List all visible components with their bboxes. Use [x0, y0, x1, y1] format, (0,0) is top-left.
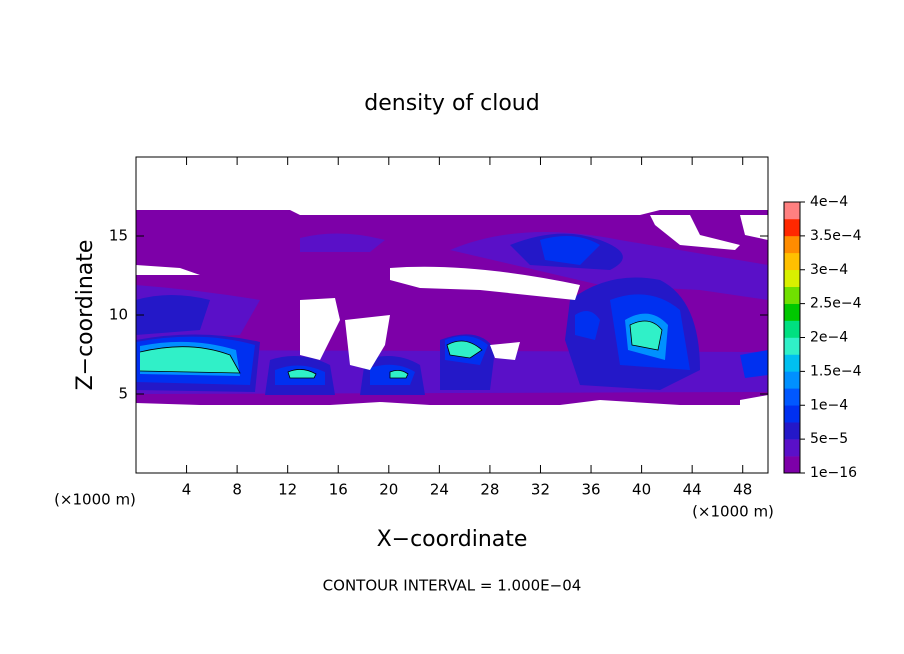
x-tick-label: 28: [480, 481, 499, 499]
colorbar-tick-label: 2.5e−4: [810, 296, 862, 312]
colorbar-band: [784, 269, 800, 287]
x-axis-label: X−coordinate: [377, 527, 528, 552]
colorbar-band: [784, 388, 800, 406]
x-tick-label: 32: [531, 481, 550, 499]
colorbar-band: [784, 202, 800, 220]
y-tick-label: 15: [109, 227, 128, 245]
colorbar-tick-label: 1.5e−4: [810, 363, 862, 379]
colorbar-band: [784, 337, 800, 355]
x-tick-label: 12: [278, 481, 297, 499]
colorbar-band: [784, 218, 800, 237]
x-tick-label: 8: [232, 481, 242, 499]
x-tick-label: 44: [683, 481, 702, 499]
x-tick-label: 4: [182, 481, 192, 499]
x-tick-label: 16: [329, 481, 348, 499]
colorbar-tick-label: 5e−5: [810, 431, 848, 447]
colorbar-tick-label: 1e−4: [810, 397, 848, 413]
footnote: CONTOUR INTERVAL = 1.000E−04: [323, 577, 582, 595]
colorbar-tick-label: 4e−4: [810, 194, 848, 210]
colorbar-band: [784, 439, 800, 457]
x-tick-label: 36: [581, 481, 600, 499]
colorbar-band: [784, 422, 800, 440]
colorbar-band: [784, 456, 800, 474]
colorbar-band: [784, 354, 800, 372]
colorbar-tick-label: 3.5e−4: [810, 228, 862, 244]
colorbar-tick-label: 1e−16: [810, 465, 857, 481]
y-tick-label: 5: [118, 385, 128, 403]
colorbar-band: [784, 252, 800, 271]
x-unit-label: (×1000 m): [54, 491, 136, 509]
colorbar-band: [784, 405, 800, 423]
colorbar-tick-label: 2e−4: [810, 330, 848, 346]
x-unit-label: (×1000 m): [692, 503, 774, 521]
y-axis-label: Z−coordinate: [73, 240, 98, 391]
x-tick-label: 20: [379, 481, 398, 499]
y-tick-label: 10: [109, 306, 128, 324]
colorbar-band: [784, 371, 800, 389]
colorbar-band: [784, 235, 800, 254]
colorbar-band: [784, 320, 800, 338]
x-tick-label: 48: [733, 481, 752, 499]
colorbar-band: [784, 303, 800, 321]
x-tick-label: 40: [632, 481, 651, 499]
chart-title: density of cloud: [364, 91, 539, 116]
contour-field: [136, 210, 768, 405]
contour-line: [139, 320, 663, 379]
colorbar-band: [784, 286, 800, 304]
x-tick-label: 24: [430, 481, 449, 499]
colorbar-tick-label: 3e−4: [810, 262, 848, 278]
